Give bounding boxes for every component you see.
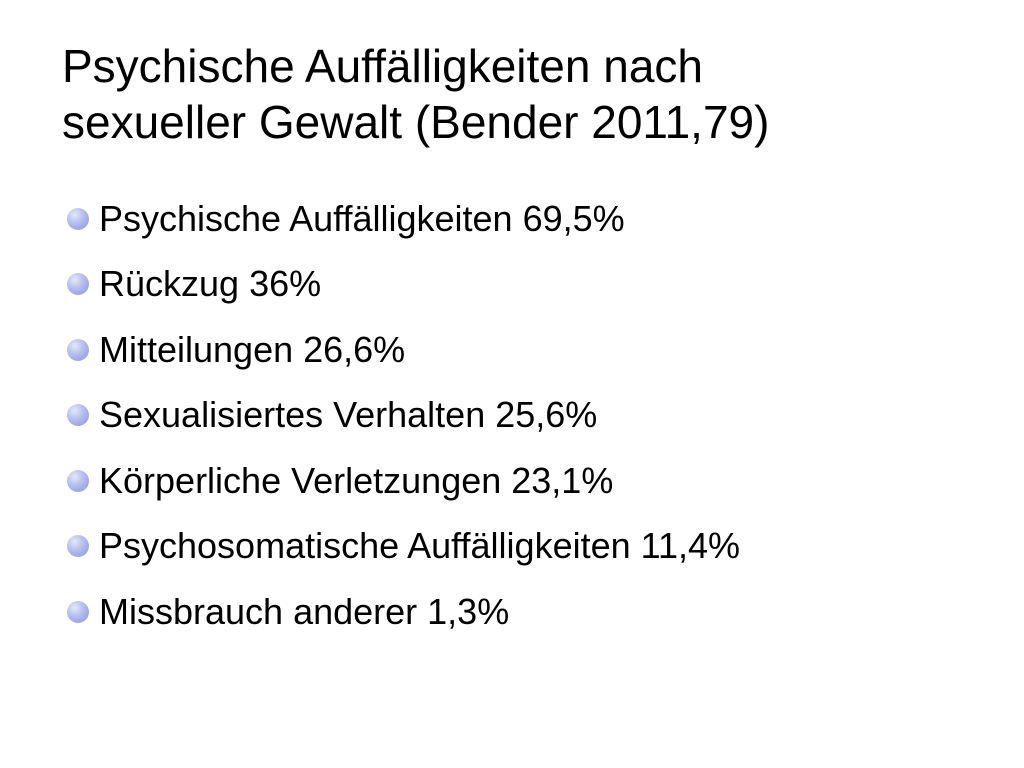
slide-title-line-2: sexueller Gewalt (Bender 2011,79) — [62, 96, 770, 148]
bullet-dot-icon — [67, 207, 89, 230]
list-item: Psychische Auffälligkeiten 69,5% — [62, 186, 1002, 252]
list-item-text: Rückzug 36% — [99, 263, 322, 305]
bullet-list: Psychische Auffälligkeiten 69,5% Rückzug… — [62, 186, 1002, 645]
list-item: Sexualisiertes Verhalten 25,6% — [62, 383, 1002, 449]
list-item: Körperliche Verletzungen 23,1% — [62, 448, 1002, 514]
list-item-text: Psychosomatische Auffälligkeiten 11,4% — [99, 525, 741, 567]
list-item: Rückzug 36% — [62, 252, 1002, 318]
list-item: Missbrauch anderer 1,3% — [62, 579, 1002, 645]
list-item-text: Körperliche Verletzungen 23,1% — [99, 459, 614, 501]
bullet-dot-icon — [67, 469, 89, 492]
slide-title: Psychische Auffälligkeiten nach sexuelle… — [62, 38, 962, 150]
list-item-text: Sexualisiertes Verhalten 25,6% — [99, 394, 598, 436]
slide-title-line-1: Psychische Auffälligkeiten nach — [62, 40, 703, 92]
bullet-dot-icon — [67, 273, 89, 296]
bullet-dot-icon — [67, 338, 89, 361]
list-item: Mitteilungen 26,6% — [62, 317, 1002, 383]
bullet-dot-icon — [67, 535, 89, 558]
list-item-text: Missbrauch anderer 1,3% — [99, 590, 510, 632]
list-item: Psychosomatische Auffälligkeiten 11,4% — [62, 514, 1002, 580]
list-item-text: Psychische Auffälligkeiten 69,5% — [99, 197, 625, 239]
bullet-dot-icon — [67, 404, 89, 427]
bullet-dot-icon — [67, 600, 89, 623]
list-item-text: Mitteilungen 26,6% — [99, 328, 406, 370]
